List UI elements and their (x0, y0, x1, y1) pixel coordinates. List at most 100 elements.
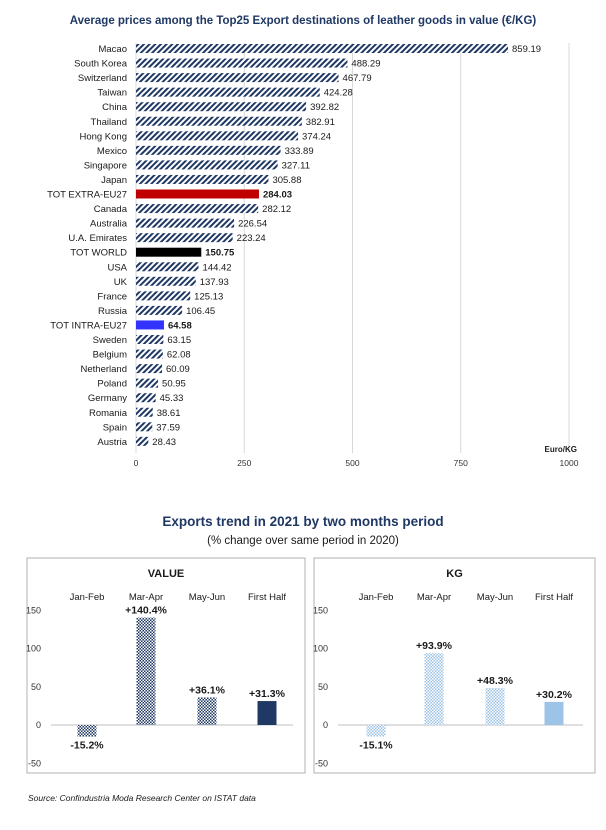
exports-trend-chart: Exports trend in 2021 by two months peri… (26, 514, 596, 774)
top-data-label: 50.95 (162, 379, 186, 390)
top-data-label: 125.13 (194, 291, 223, 302)
top-bar (136, 422, 153, 432)
top-bar (136, 145, 281, 155)
top-category-label: Switzerland (78, 73, 127, 84)
top-data-label: 327.11 (282, 160, 310, 171)
top-data-label: 284.03 (263, 190, 292, 201)
bottom-chart-subtitle: (% change over same period in 2020) (207, 535, 399, 547)
top-category-label: Australia (90, 219, 128, 230)
top-category-label: South Korea (74, 59, 128, 70)
panel-bar (136, 617, 156, 725)
top-chart-title: Average prices among the Top25 Export de… (70, 15, 537, 27)
top-bar (136, 262, 199, 272)
top-chart-x-ticks: 0 250 500 750 1000 (134, 458, 579, 468)
top-category-label: Austria (97, 437, 127, 448)
top-data-label: 63.15 (167, 335, 191, 346)
top-bar (136, 131, 299, 141)
panel-bar (544, 701, 564, 725)
panel-data-label: +93.9% (416, 640, 453, 652)
top-category-label: China (102, 102, 128, 113)
top-bar (136, 378, 159, 388)
top-bar (136, 436, 149, 446)
panel-category-label: May-Jun (477, 592, 513, 603)
top-data-label: 392.82 (310, 102, 339, 113)
top-data-label: 223.24 (237, 233, 266, 244)
value-panel: VALUE 150 100 50 0 -50 Jan-Feb -15.2% Mar-Apr +14… (26, 557, 306, 774)
top-chart-bars: Macao 859.19 South Korea 488.29 Switzerland 4… (47, 44, 541, 448)
panel-data-label: -15.1% (359, 740, 393, 752)
panel-data-label: +140.4% (125, 605, 167, 617)
panel-data-label: +30.2% (536, 689, 573, 701)
top-data-label: 333.89 (285, 146, 314, 157)
top-data-label: 64.58 (168, 320, 192, 331)
top-data-label: 60.09 (166, 364, 190, 375)
top-bar (136, 233, 233, 243)
top-data-label: 467.79 (343, 73, 372, 84)
top-bar (136, 218, 235, 228)
top-category-label: Poland (97, 379, 127, 390)
top-category-label: Romania (89, 408, 128, 419)
source-note: Source: Confindustria Moda Research Cent… (28, 793, 256, 803)
top-bar (136, 73, 339, 83)
top-category-label: Sweden (93, 335, 127, 346)
panel-y-tick-label: 100 (313, 644, 328, 654)
top-bar (136, 276, 196, 286)
top-bar (136, 44, 509, 53)
panel-category-label: First Half (248, 592, 286, 603)
panel-y-tick-label: 0 (323, 720, 328, 730)
top-data-label: 45.33 (160, 393, 184, 404)
top-data-label: 137.93 (200, 277, 229, 288)
top-bar (136, 247, 202, 257)
top-category-label: Japan (101, 175, 127, 186)
top-category-label: Belgium (93, 350, 127, 361)
panel-category-label: May-Jun (189, 592, 225, 603)
top-bar (136, 116, 302, 126)
top-category-label: Spain (103, 422, 127, 433)
top-category-label: Taiwan (97, 88, 127, 99)
top-x-tick-label: 1000 (560, 458, 579, 468)
panel-y-tick-label: 0 (36, 720, 41, 730)
panel-y-tick-label: -50 (28, 758, 41, 768)
top-x-tick-label: 750 (454, 458, 468, 468)
top-bar (136, 160, 278, 170)
panel-category-label: Mar-Apr (417, 592, 451, 603)
top-data-label: 38.61 (157, 408, 181, 419)
top-category-label: Singapore (84, 160, 127, 171)
panel-bar (366, 725, 386, 737)
top25-price-chart: Average prices among the Top25 Export de… (47, 15, 579, 468)
panel-bar (197, 697, 217, 725)
panel-bar (77, 725, 97, 737)
panel-y-tick-label: 100 (26, 644, 41, 654)
top-bar (136, 335, 164, 344)
top-category-label: Germany (88, 393, 127, 404)
panel-y-tick-label: 50 (318, 682, 328, 692)
top-x-tick-label: 500 (345, 458, 359, 468)
top-x-tick-label: 250 (237, 458, 251, 468)
top-bar (136, 393, 156, 403)
top-bar (136, 204, 259, 214)
top-bar (136, 305, 183, 315)
top-data-label: 37.59 (156, 422, 180, 433)
top-category-label: TOT EXTRA-EU27 (47, 190, 127, 201)
top-data-label: 106.45 (186, 306, 215, 317)
top-chart-unit-label: Euro/KG (545, 445, 577, 454)
panel-bar (424, 653, 444, 725)
top-bar (136, 291, 191, 301)
top-x-tick-label: 0 (134, 458, 139, 468)
panel-data-label: +31.3% (249, 688, 286, 700)
top-category-label: USA (107, 262, 127, 273)
top-bar (136, 174, 269, 184)
top-data-label: 374.24 (302, 131, 331, 142)
top-category-label: TOT WORLD (70, 248, 127, 259)
top-category-label: Macao (98, 44, 127, 55)
top-data-label: 150.75 (205, 248, 235, 259)
top-bar (136, 320, 164, 330)
panel-y-tick-label: 150 (26, 605, 41, 615)
panel-frame (313, 557, 596, 774)
top-bar (136, 102, 307, 112)
top-bar (136, 407, 153, 417)
top-data-label: 144.42 (203, 262, 232, 273)
kg-panel: KG 150 100 50 0 -50 Jan-Feb -15.1% Mar-Apr +93.9%… (313, 557, 596, 774)
panel-frame (26, 557, 306, 774)
